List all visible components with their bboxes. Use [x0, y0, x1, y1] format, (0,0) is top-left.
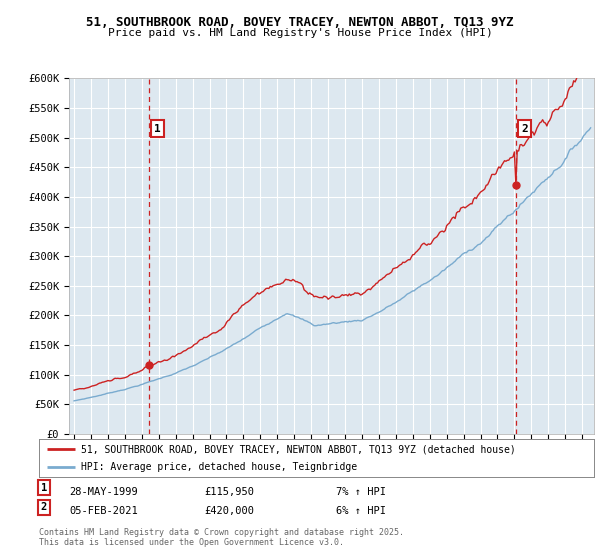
Text: 05-FEB-2021: 05-FEB-2021 [69, 506, 138, 516]
Text: 2: 2 [41, 502, 47, 512]
Text: 7% ↑ HPI: 7% ↑ HPI [336, 487, 386, 497]
Text: 51, SOUTHBROOK ROAD, BOVEY TRACEY, NEWTON ABBOT, TQ13 9YZ: 51, SOUTHBROOK ROAD, BOVEY TRACEY, NEWTO… [86, 16, 514, 29]
Text: 1: 1 [154, 124, 161, 134]
Text: 1: 1 [41, 483, 47, 493]
Text: 28-MAY-1999: 28-MAY-1999 [69, 487, 138, 497]
Text: Contains HM Land Registry data © Crown copyright and database right 2025.
This d: Contains HM Land Registry data © Crown c… [39, 528, 404, 547]
Text: 6% ↑ HPI: 6% ↑ HPI [336, 506, 386, 516]
Text: 51, SOUTHBROOK ROAD, BOVEY TRACEY, NEWTON ABBOT, TQ13 9YZ (detached house): 51, SOUTHBROOK ROAD, BOVEY TRACEY, NEWTO… [80, 444, 515, 454]
Text: £115,950: £115,950 [204, 487, 254, 497]
Text: £420,000: £420,000 [204, 506, 254, 516]
Text: 2: 2 [521, 124, 528, 134]
Text: HPI: Average price, detached house, Teignbridge: HPI: Average price, detached house, Teig… [80, 462, 357, 472]
Text: Price paid vs. HM Land Registry's House Price Index (HPI): Price paid vs. HM Land Registry's House … [107, 28, 493, 38]
